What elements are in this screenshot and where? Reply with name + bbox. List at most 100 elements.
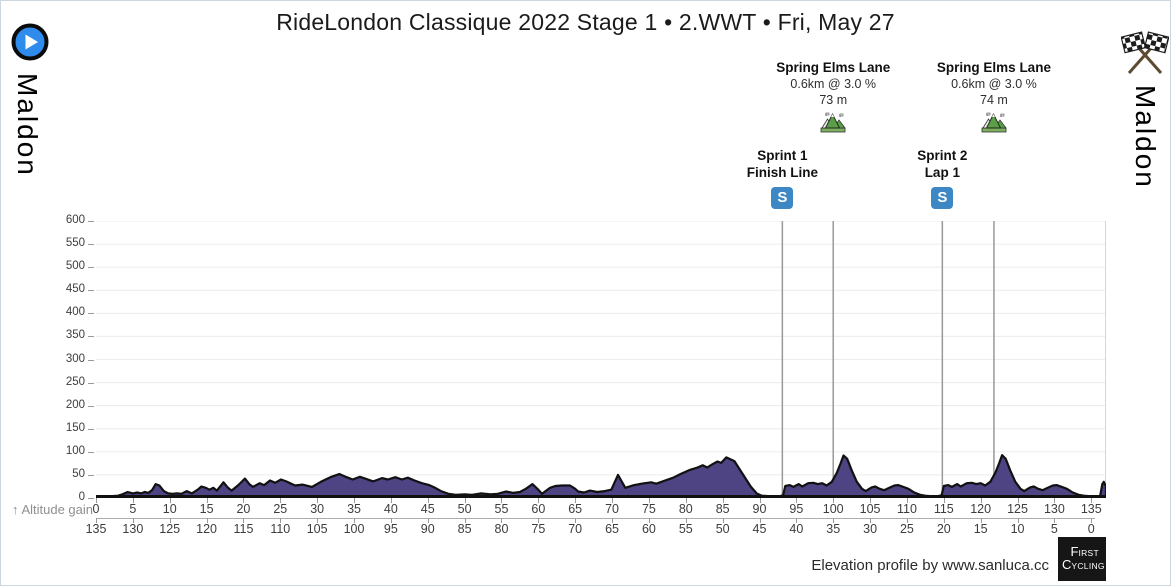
climb-mountain-icon <box>981 112 1007 133</box>
x-axis-label-remaining: 90 <box>420 522 435 536</box>
x-axis-label-remaining: 35 <box>826 522 841 536</box>
x-axis-label-distance: 55 <box>494 502 509 516</box>
x-axis-label-distance: 125 <box>1007 502 1028 516</box>
x-axis-label-remaining: 100 <box>343 522 365 536</box>
x-axis-label-remaining: 25 <box>899 522 914 536</box>
sprint-annotation: Sprint 2 Lap 1 S <box>852 147 1032 209</box>
y-axis-tick <box>88 405 94 407</box>
elevation-area <box>96 454 1106 498</box>
x-axis2-line <box>96 518 1096 519</box>
y-axis-tick <box>88 382 94 384</box>
x-axis-label-remaining: 65 <box>605 522 619 536</box>
page-title: RideLondon Classique 2022 Stage 1 • 2.WW… <box>276 9 895 35</box>
x-axis-tick <box>317 498 319 503</box>
climb-annotation: Spring Elms Lane 0.6km @ 3.0 % 73 m <box>743 59 923 139</box>
y-axis-label: 300 <box>65 352 85 365</box>
x-axis-label-distance: 120 <box>970 502 992 516</box>
y-axis-label: 200 <box>65 398 85 411</box>
y-axis-tick <box>88 267 94 269</box>
x-axis2-tick <box>612 518 614 523</box>
y-axis-tick <box>88 498 94 499</box>
x-axis-label-distance: 105 <box>859 502 881 516</box>
x-axis2-tick <box>980 518 982 523</box>
x-axis2-tick <box>501 518 503 523</box>
sprint-name: Sprint 1 <box>757 148 808 163</box>
y-axis-label: 50 <box>72 467 85 480</box>
altitude-gain-note: ↑ Altitude gain <box>12 502 93 517</box>
x-axis2-tick <box>390 518 392 523</box>
x-axis2-tick <box>1017 518 1019 523</box>
x-axis-tick <box>722 498 724 503</box>
finish-flags-icon <box>1120 31 1170 84</box>
x-axis2-tick <box>96 518 97 523</box>
x-axis-label-distance: 20 <box>236 502 251 516</box>
credit-text: Elevation profile by www.sanluca.cc <box>811 557 1049 574</box>
x-axis-label-remaining: 50 <box>715 522 730 536</box>
x-axis-tick <box>464 498 466 503</box>
x-axis2-tick <box>538 518 540 523</box>
x-axis-tick <box>354 498 356 503</box>
x-axis-tick <box>427 498 429 503</box>
x-axis-label-distance: 25 <box>273 502 288 516</box>
y-axis-tick <box>88 221 94 222</box>
x-axis2-tick <box>427 518 429 523</box>
x-axis-label-distance: 45 <box>420 502 435 516</box>
x-axis2-tick <box>206 518 208 523</box>
x-axis-label-remaining: 70 <box>568 522 583 536</box>
x-axis-tick <box>980 498 982 503</box>
sprint-s-icon: S <box>931 187 954 209</box>
x-axis-label-remaining: 60 <box>641 522 656 536</box>
x-axis-tick <box>759 498 761 503</box>
x-axis2-tick <box>685 518 687 523</box>
climb-name: Spring Elms Lane <box>936 60 1051 75</box>
x-axis-tick <box>648 498 650 503</box>
y-axis-label: 450 <box>65 283 85 296</box>
x-axis-label-distance: 85 <box>715 502 730 516</box>
x-axis-label-remaining: 55 <box>678 522 693 536</box>
climb-detail: 0.6km @ 3.0 % <box>790 77 877 91</box>
x-axis-tick <box>612 498 614 503</box>
x-axis-tick <box>538 498 540 503</box>
climb-name: Spring Elms Lane <box>776 60 891 75</box>
x-axis-label-distance: 65 <box>568 502 583 516</box>
start-town-label: Maldon <box>12 73 43 177</box>
climb-annotation: Spring Elms Lane 0.6km @ 3.0 % 74 m <box>904 59 1084 139</box>
x-axis-tick <box>390 498 392 503</box>
x-axis2-tick <box>906 518 908 523</box>
x-axis-label-remaining: 15 <box>973 522 988 536</box>
x-axis2-tick <box>796 518 798 523</box>
sprint-s-icon: S <box>771 187 794 209</box>
x-axis-label-remaining: 40 <box>789 522 804 536</box>
x-axis-tick <box>132 498 134 503</box>
x-axis-label-distance: 90 <box>752 502 767 516</box>
x-axis-tick <box>206 498 208 503</box>
x-axis-label-distance: 50 <box>457 502 472 516</box>
x-axis2-tick <box>759 518 761 523</box>
y-axis-tick <box>88 428 94 430</box>
x-axis-label-remaining: 0 <box>1087 522 1095 536</box>
x-axis-label-remaining: 95 <box>383 522 398 536</box>
x-axis-tick <box>575 498 577 503</box>
x-axis-tick <box>243 498 245 503</box>
x-axis-tick <box>280 498 282 503</box>
climb-detail: 0.6km @ 3.0 % <box>951 77 1037 91</box>
x-axis2-tick <box>1091 518 1093 523</box>
climb-mountain-icon <box>820 112 847 133</box>
x-axis-label-distance: 0 <box>92 502 100 516</box>
x-axis-label-remaining: 120 <box>196 522 217 536</box>
x-axis-tick <box>1017 498 1019 503</box>
y-axis-label: 350 <box>65 329 85 342</box>
x-axis2-tick <box>1054 518 1056 523</box>
x-axis-label-distance: 60 <box>531 502 546 516</box>
x-axis-label-remaining: 105 <box>306 522 328 536</box>
y-axis-label: 250 <box>65 375 85 388</box>
sprint-name: Sprint 2 <box>917 148 968 163</box>
x-axis-label-distance: 115 <box>933 502 954 516</box>
sprint-detail: Lap 1 <box>924 165 960 180</box>
y-axis-tick <box>88 290 94 292</box>
x-axis-label-remaining: 20 <box>936 522 951 536</box>
climb-summit: 73 m <box>819 93 848 107</box>
x-axis-tick <box>685 498 687 503</box>
x-axis-label-distance: 100 <box>822 502 844 516</box>
